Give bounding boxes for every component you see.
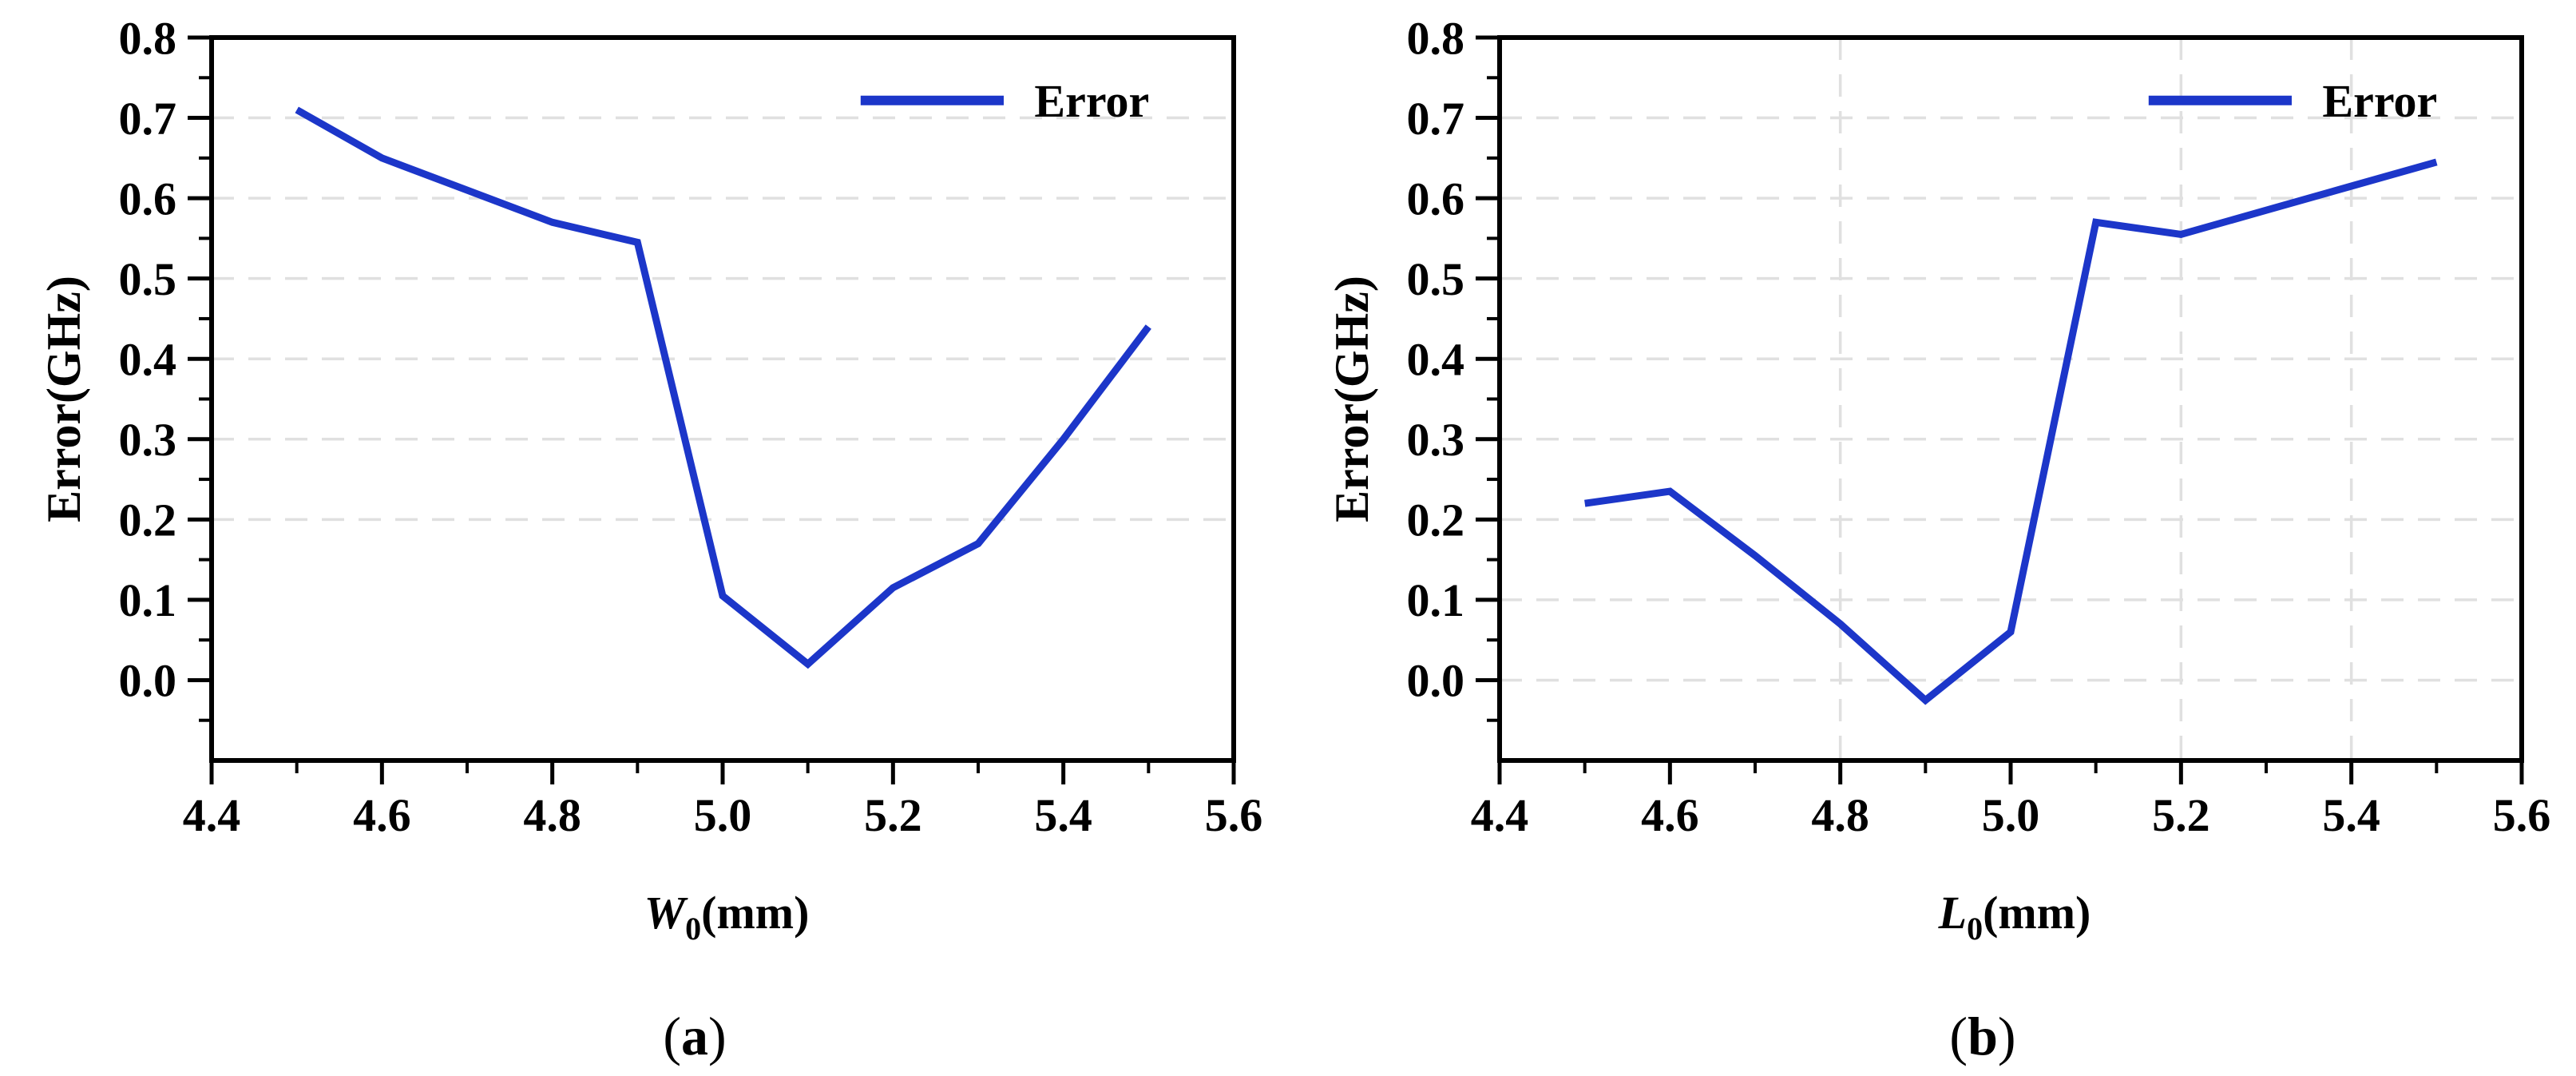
x-tick-label: 4.8 bbox=[1811, 789, 1869, 841]
y-tick-label: 0.4 bbox=[119, 334, 177, 386]
x-tick-label: 4.4 bbox=[183, 789, 241, 841]
chart-panel-a: 0.0 0.1 0.2 0.3 0.4 0.5 0.6 0.7 0.8 4.4 4.6 4.8 5.0 5… bbox=[38, 12, 1263, 1066]
y-tick-label: 0.8 bbox=[1407, 12, 1465, 64]
y-tick-label: 0.5 bbox=[1407, 253, 1465, 305]
plot-frame bbox=[1497, 35, 2524, 763]
panel-caption: (b) bbox=[1949, 1006, 2015, 1066]
x-axis-title: W0(mm) bbox=[644, 887, 810, 947]
legend-label: Error bbox=[1034, 75, 1149, 127]
y-tick-label: 0.1 bbox=[119, 574, 177, 626]
chart-b: 0.0 0.1 0.2 0.3 0.4 0.5 0.6 0.7 0.8 4.4 4.6 4.8 5.0 5… bbox=[1326, 12, 2551, 1066]
series-line-error bbox=[1584, 158, 2438, 705]
x-tick-label: 4.4 bbox=[1471, 789, 1529, 841]
y-tick-label: 0.2 bbox=[1407, 494, 1465, 546]
x-tick-label: 5.0 bbox=[1982, 789, 2040, 841]
x-axis-title: L0(mm) bbox=[1938, 887, 2091, 947]
x-tick-label: 5.4 bbox=[1034, 789, 1092, 841]
x-tick-label: 5.4 bbox=[2322, 789, 2380, 841]
gridlines bbox=[1500, 38, 2522, 760]
panel-caption: (a) bbox=[663, 1006, 726, 1066]
x-tick-label: 5.6 bbox=[2493, 789, 2551, 841]
y-axis-title: Error(GHz) bbox=[1326, 276, 1378, 522]
chart-panel-b: 0.0 0.1 0.2 0.3 0.4 0.5 0.6 0.7 0.8 4.4 4.6 4.8 5.0 5… bbox=[1288, 0, 2576, 1076]
y-tick-label: 0.8 bbox=[119, 12, 177, 64]
y-tick-label: 0.7 bbox=[119, 93, 177, 145]
y-tick-label: 0.6 bbox=[1407, 173, 1465, 224]
y-tick-label: 0.3 bbox=[119, 414, 177, 466]
x-tick-label: 4.6 bbox=[353, 789, 411, 841]
y-tick-label: 0.4 bbox=[1407, 334, 1465, 386]
y-tick-label: 0.7 bbox=[1407, 93, 1465, 145]
series-line-error bbox=[295, 106, 1151, 669]
y-tick-label: 0.5 bbox=[119, 253, 177, 305]
x-tick-label: 5.6 bbox=[1205, 789, 1263, 841]
chart-a: 0.0 0.1 0.2 0.3 0.4 0.5 0.6 0.7 0.8 4.4 4.6 4.8 5.0 5… bbox=[38, 12, 1263, 1066]
y-axis-title: Error(GHz) bbox=[38, 276, 90, 522]
x-tick-label: 5.2 bbox=[864, 789, 922, 841]
axis-ticks bbox=[188, 35, 1236, 784]
x-tick-label: 4.6 bbox=[1641, 789, 1699, 841]
y-tick-label: 0.3 bbox=[1407, 414, 1465, 466]
y-tick-label: 0.2 bbox=[119, 494, 177, 546]
y-tick-label: 0.6 bbox=[119, 173, 177, 224]
x-tick-label: 5.2 bbox=[2152, 789, 2210, 841]
axis-ticks bbox=[1476, 35, 2524, 784]
y-tick-label: 0.0 bbox=[1407, 655, 1465, 707]
y-tick-label: 0.0 bbox=[119, 655, 177, 707]
legend-label: Error bbox=[2322, 75, 2437, 127]
x-tick-label: 4.8 bbox=[523, 789, 581, 841]
y-tick-label: 0.1 bbox=[1407, 574, 1465, 626]
x-tick-label: 5.0 bbox=[694, 789, 752, 841]
gridlines bbox=[212, 116, 1234, 522]
